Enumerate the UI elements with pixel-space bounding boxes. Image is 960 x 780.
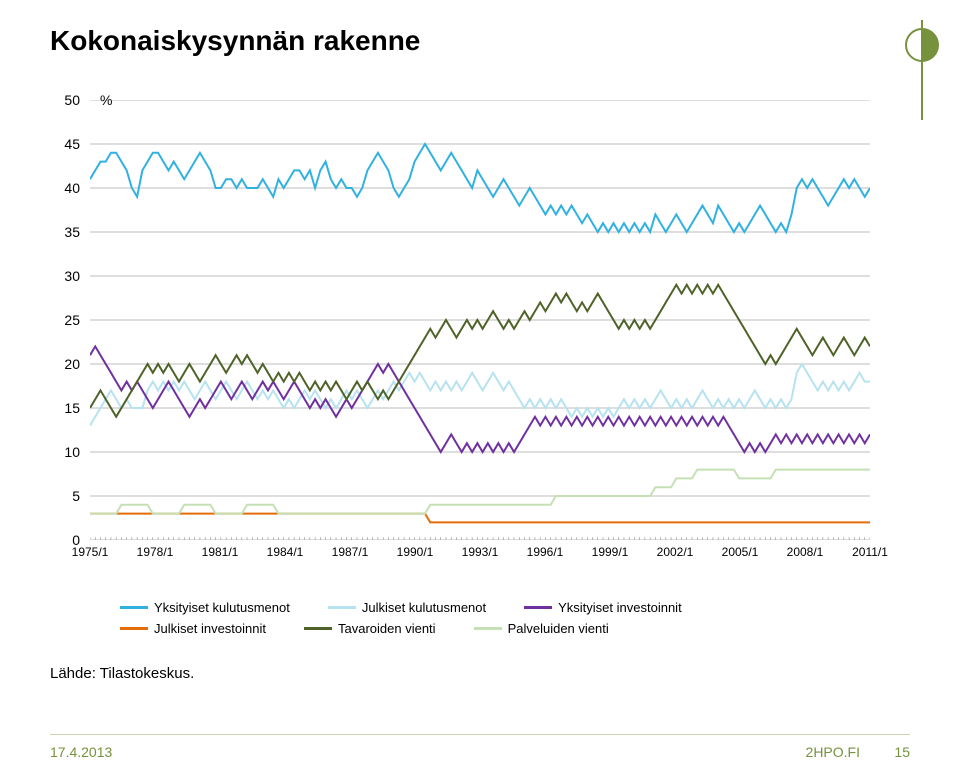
- legend-item: Julkiset kulutusmenot: [328, 600, 486, 615]
- x-tick-label: 2002/1: [657, 545, 694, 559]
- legend-swatch: [524, 606, 552, 609]
- legend-label: Julkiset kulutusmenot: [362, 600, 486, 615]
- legend-swatch: [304, 627, 332, 630]
- y-tick-label: 45: [64, 136, 80, 152]
- legend-item: Tavaroiden vienti: [304, 621, 436, 636]
- corner-logo: [900, 20, 945, 120]
- x-tick-label: 1987/1: [332, 545, 369, 559]
- y-tick-label: 25: [64, 312, 80, 328]
- legend-label: Tavaroiden vienti: [338, 621, 436, 636]
- legend-label: Yksityiset kulutusmenot: [154, 600, 290, 615]
- x-tick-label: 1984/1: [267, 545, 304, 559]
- y-tick-label: 15: [64, 400, 80, 416]
- y-tick-label: 50: [64, 92, 80, 108]
- legend-label: Palveluiden vienti: [508, 621, 609, 636]
- y-tick-label: 20: [64, 356, 80, 372]
- x-axis-labels: 1975/11978/11981/11984/11987/11990/11993…: [90, 545, 870, 565]
- legend-item: Palveluiden vienti: [474, 621, 609, 636]
- legend-item: Julkiset investoinnit: [120, 621, 266, 636]
- legend-swatch: [474, 627, 502, 630]
- legend-swatch: [328, 606, 356, 609]
- legend-label: Yksityiset investoinnit: [558, 600, 682, 615]
- x-tick-label: 2008/1: [787, 545, 824, 559]
- chart-plot-area: [90, 100, 870, 540]
- x-tick-label: 2011/1: [852, 545, 888, 559]
- x-tick-label: 1996/1: [527, 545, 564, 559]
- legend-row: Yksityiset kulutusmenot Julkiset kulutusm…: [120, 600, 860, 615]
- source-text: Lähde: Tilastokeskus.: [50, 665, 194, 682]
- x-tick-label: 1999/1: [592, 545, 629, 559]
- x-tick-label: 1981/1: [202, 545, 239, 559]
- legend-swatch: [120, 606, 148, 609]
- line-chart: % 05101520253035404550 1975/11978/11981/…: [90, 100, 870, 570]
- footer-divider: [50, 734, 910, 735]
- legend-item: Yksityiset investoinnit: [524, 600, 682, 615]
- x-tick-label: 1978/1: [137, 545, 174, 559]
- legend-item: Yksityiset kulutusmenot: [120, 600, 290, 615]
- y-tick-label: 40: [64, 180, 80, 196]
- y-tick-label: 10: [64, 444, 80, 460]
- page-title: Kokonaiskysynnän rakenne: [50, 25, 420, 57]
- x-tick-label: 1975/1: [72, 545, 109, 559]
- x-tick-label: 1990/1: [397, 545, 434, 559]
- y-tick-label: 35: [64, 224, 80, 240]
- footer-page: 15: [894, 744, 910, 760]
- x-tick-label: 1993/1: [462, 545, 499, 559]
- legend-swatch: [120, 627, 148, 630]
- x-tick-label: 2005/1: [722, 545, 759, 559]
- y-tick-label: 5: [72, 488, 80, 504]
- legend-label: Julkiset investoinnit: [154, 621, 266, 636]
- footer-site: 2HPO.FI: [806, 744, 860, 760]
- y-tick-label: 30: [64, 268, 80, 284]
- legend-row: Julkiset investoinnit Tavaroiden vienti Pa…: [120, 621, 860, 636]
- legend: Yksityiset kulutusmenot Julkiset kulutusm…: [120, 600, 860, 642]
- footer-date: 17.4.2013: [50, 744, 112, 760]
